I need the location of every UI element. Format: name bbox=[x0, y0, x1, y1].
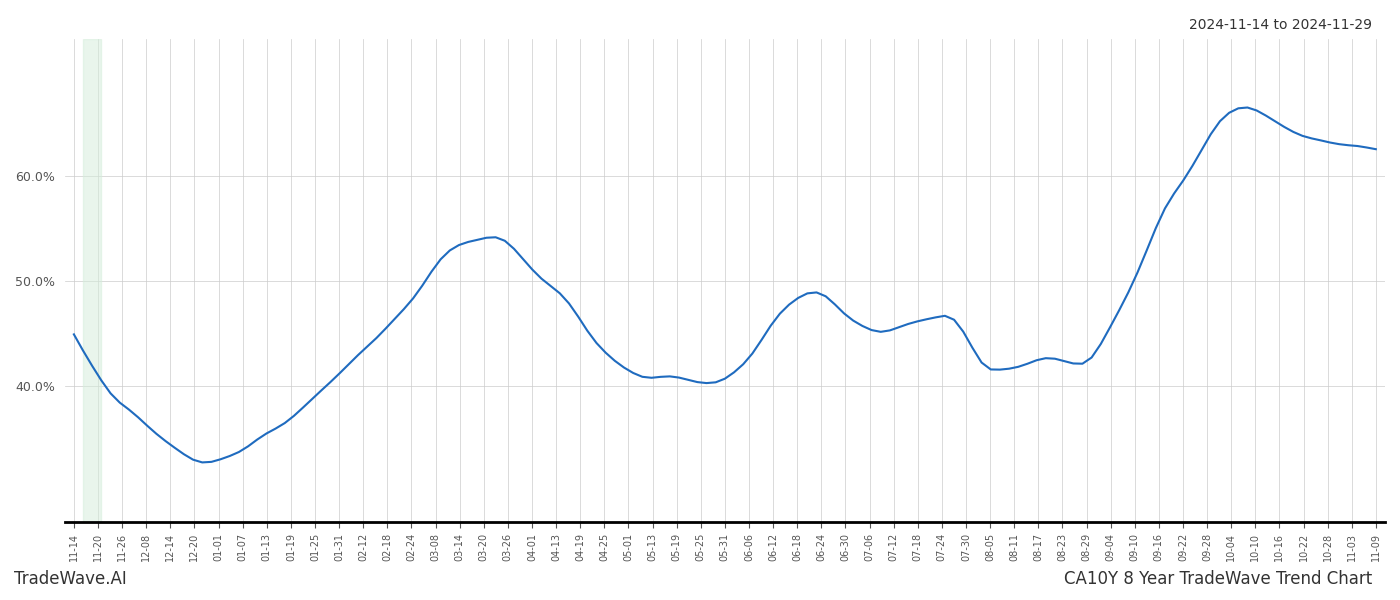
Text: 2024-11-14 to 2024-11-29: 2024-11-14 to 2024-11-29 bbox=[1189, 18, 1372, 32]
Text: CA10Y 8 Year TradeWave Trend Chart: CA10Y 8 Year TradeWave Trend Chart bbox=[1064, 570, 1372, 588]
Text: TradeWave.AI: TradeWave.AI bbox=[14, 570, 127, 588]
Bar bbox=[83, 39, 101, 522]
